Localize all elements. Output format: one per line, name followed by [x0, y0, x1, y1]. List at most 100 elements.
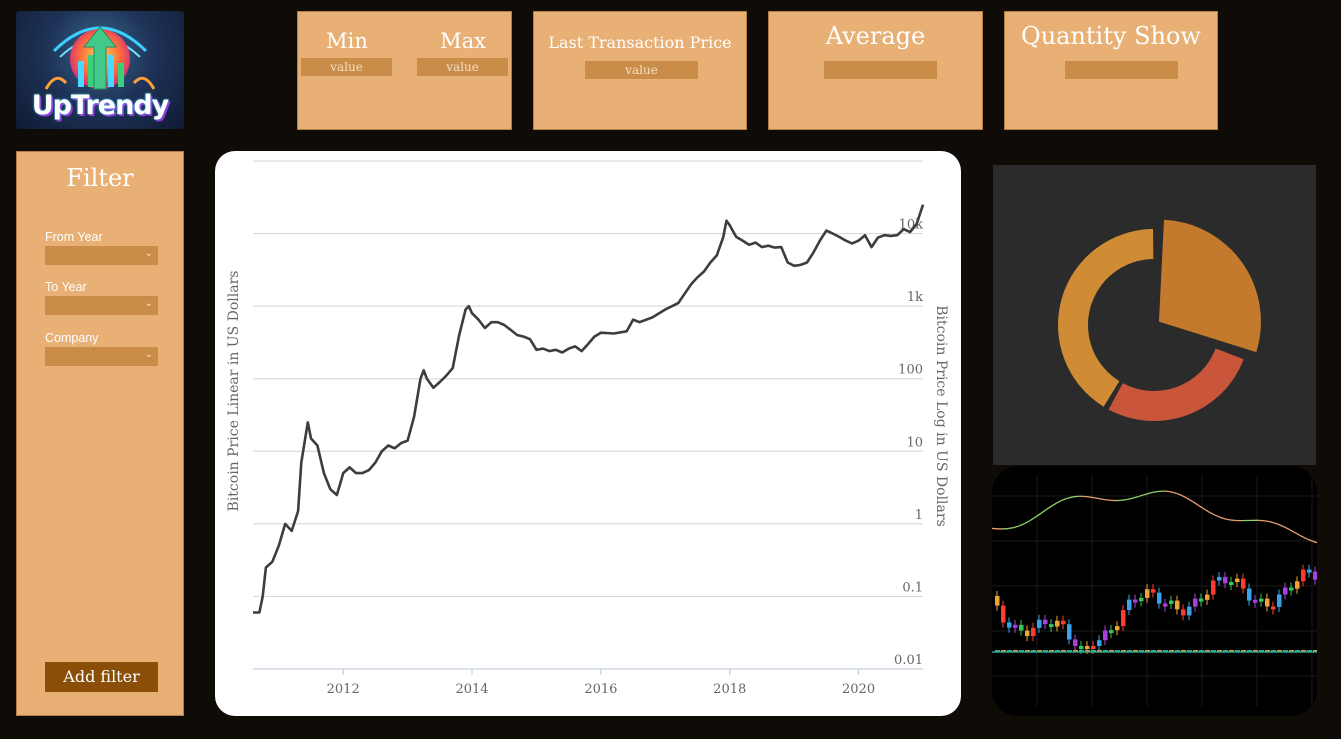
y-tick-label: 100: [898, 363, 923, 378]
candle-body: [1055, 620, 1060, 627]
indicator-line: [1208, 511, 1215, 516]
candle-body: [1073, 639, 1078, 646]
indicator-line: [1024, 520, 1031, 525]
candle-body: [1133, 599, 1138, 603]
bitcoin-price-plot: 2012 2014 2016 2018 2020 0.010.11101001k10k …: [226, 160, 949, 697]
max-value: value: [417, 58, 508, 76]
indicator-line: [1100, 498, 1106, 501]
donut-slice: [1058, 229, 1154, 407]
indicator-line: [1067, 496, 1074, 499]
indicator-line: [1305, 537, 1312, 542]
x-tick-label: 2016: [584, 682, 617, 697]
filter-panel: Filter From Year ⌄ To Year ⌄ Company ⌄ A…: [16, 151, 184, 716]
indicator-line: [1262, 519, 1269, 523]
volume-bar: [1133, 650, 1138, 652]
indicator-line: [1105, 499, 1112, 502]
company-label: Company: [45, 331, 99, 345]
candle-body: [1193, 598, 1198, 607]
volume-bar: [1307, 650, 1312, 652]
volume-bar: [1175, 650, 1180, 652]
candle-body: [995, 596, 1000, 606]
indicator-line: [1121, 498, 1128, 501]
indicator-line: [1202, 507, 1210, 513]
candle-body: [1235, 578, 1240, 582]
candle-body: [1277, 594, 1282, 607]
x-tick-label: 2018: [713, 682, 746, 697]
volume-bar: [1025, 650, 1030, 652]
volume-bar: [1229, 650, 1234, 652]
indicator-line: [1062, 497, 1069, 501]
company-select[interactable]: ⌄: [45, 347, 158, 366]
candle-body: [1001, 605, 1006, 623]
indicator-line: [1132, 495, 1139, 499]
candle-body: [1127, 599, 1132, 611]
volume-bar: [1013, 650, 1018, 652]
quantity-card: Quantity Show: [1004, 11, 1218, 130]
indicator-line: [1224, 518, 1231, 521]
candle-body: [1115, 626, 1120, 631]
indicator-line: [1273, 522, 1280, 526]
last-transaction-card: Last Transaction Price value: [533, 11, 747, 130]
indicator-line: [1213, 514, 1220, 518]
quantity-value: [1065, 61, 1178, 79]
volume-bar: [1247, 650, 1252, 652]
volume-bar: [1139, 650, 1144, 652]
volume-bar: [1121, 650, 1126, 652]
candle-body: [1145, 589, 1150, 598]
min-label: Min: [326, 29, 368, 53]
volume-bar: [1073, 650, 1078, 652]
candle-body: [1181, 609, 1186, 616]
donut-chart: [1058, 219, 1261, 421]
candlestick-chart-panel: [992, 466, 1317, 716]
candle-body: [1205, 594, 1210, 600]
add-filter-button[interactable]: Add filter: [45, 662, 158, 692]
from-year-select[interactable]: ⌄: [45, 246, 158, 265]
candle-body: [1283, 587, 1288, 595]
indicator-line: [1170, 491, 1177, 494]
chevron-down-icon: ⌄: [144, 349, 153, 360]
volume-bar: [1235, 650, 1240, 652]
average-label: Average: [825, 22, 926, 50]
indicator-line: [1013, 525, 1020, 529]
candle-body: [1163, 603, 1168, 607]
volume-bar: [1289, 650, 1294, 652]
indicator-line: [1073, 495, 1079, 498]
candle-body: [1103, 630, 1108, 641]
logo: UpTrendy: [16, 11, 184, 129]
indicator-line: [1045, 505, 1052, 511]
candle-body: [1067, 624, 1072, 640]
from-year-label: From Year: [45, 230, 103, 244]
average-value: [824, 61, 937, 79]
indicator-line: [1148, 491, 1155, 494]
volume-bar: [1115, 650, 1120, 652]
volume-bar: [1157, 650, 1162, 652]
indicator-line: [1300, 535, 1307, 540]
indicator-line: [1154, 490, 1161, 493]
volume-bar: [1043, 650, 1048, 652]
filter-title: Filter: [66, 164, 134, 192]
max-label: Max: [440, 29, 486, 53]
volume-bar: [1205, 650, 1210, 652]
to-year-select[interactable]: ⌄: [45, 296, 158, 315]
indicator-line: [1192, 500, 1199, 506]
candle-body: [1079, 646, 1084, 649]
candle-body: [1097, 640, 1102, 646]
min-value: value: [301, 58, 392, 76]
indicator-line: [1289, 529, 1296, 534]
bitcoin-price-chart: 2012 2014 2016 2018 2020 0.01 0.1 1 10 100 1k 10k …: [215, 151, 961, 716]
indicator-line: [1056, 499, 1063, 504]
indicator-line: [1040, 509, 1047, 515]
candle-body: [1109, 630, 1114, 634]
candle-body: [1247, 588, 1252, 601]
indicator-line: [1181, 494, 1188, 499]
indicator-line: [1089, 496, 1096, 499]
candle-body: [1229, 581, 1234, 585]
candle-body: [1253, 599, 1258, 603]
candle-body: [1121, 610, 1126, 627]
volume-bar: [1085, 650, 1090, 652]
volume-bar: [1169, 650, 1174, 652]
volume-bar: [1067, 650, 1072, 652]
candle-body: [1313, 571, 1317, 580]
candle-body: [1139, 597, 1144, 602]
uptrend-emblem-icon: [44, 26, 156, 90]
